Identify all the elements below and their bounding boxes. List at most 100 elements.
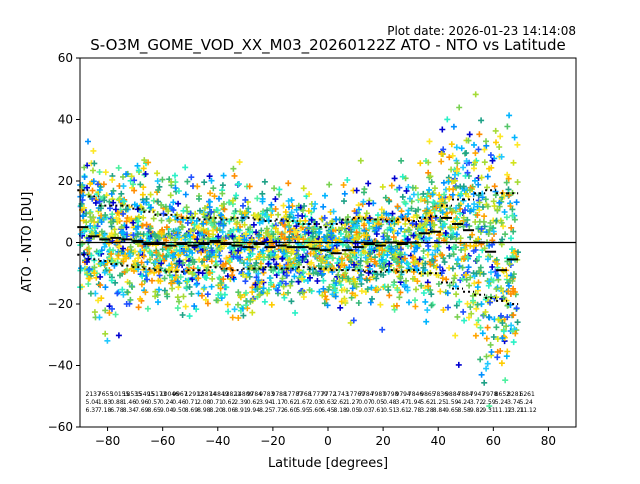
bin-annotation: 0.24 <box>160 399 174 406</box>
scatter-point <box>305 208 312 214</box>
bin-annotation: 8652 <box>495 391 510 398</box>
scatter-point <box>467 208 473 215</box>
scatter-point <box>454 313 461 320</box>
scatter-point <box>120 291 127 298</box>
scatter-point <box>397 275 404 282</box>
bin-annotation: 9.94 <box>247 407 261 414</box>
scatter-point <box>446 154 453 161</box>
scatter-point <box>402 221 409 227</box>
scatter-point <box>423 235 429 242</box>
scatter-point <box>355 234 362 241</box>
scatter-point <box>155 251 162 258</box>
scatter-point <box>241 236 248 243</box>
scatter-point <box>134 162 141 169</box>
scatter-point <box>207 190 214 197</box>
scatter-point <box>195 290 202 297</box>
scatter-point <box>306 261 313 268</box>
scatter-point <box>279 255 286 262</box>
scatter-point <box>476 207 483 214</box>
scatter-point <box>143 196 150 202</box>
scatter-point <box>453 205 460 211</box>
scatter-point <box>109 176 116 183</box>
scatter-point <box>431 185 438 192</box>
bin-annotation: 6261 <box>520 391 535 398</box>
scatter-point <box>193 306 200 313</box>
scatter-point <box>222 260 229 267</box>
scatter-point <box>478 225 485 232</box>
scatter-point <box>85 245 92 252</box>
scatter-point <box>438 270 445 277</box>
scatter-point <box>178 213 185 220</box>
scatter-point <box>85 281 92 287</box>
scatter-point <box>182 244 189 251</box>
scatter-point <box>110 187 117 194</box>
scatter-point <box>462 207 468 214</box>
scatter-point <box>494 260 501 267</box>
scatter-point <box>180 293 187 300</box>
scatter-point <box>143 245 150 252</box>
scatter-point <box>353 229 360 236</box>
scatter-point <box>393 302 400 309</box>
scatter-point <box>147 191 154 198</box>
scatter-point <box>320 203 327 210</box>
scatter-point <box>447 205 454 212</box>
scatter-point <box>199 236 206 243</box>
scatter-point <box>364 277 370 284</box>
scatter-point <box>326 181 333 188</box>
scatter-point <box>139 222 146 229</box>
scatter-point <box>405 243 411 249</box>
scatter-point <box>162 203 169 210</box>
scatter-point <box>481 213 488 220</box>
scatter-point <box>446 195 453 202</box>
y-tick-label: −60 <box>48 420 73 434</box>
scatter-point <box>167 233 174 240</box>
scatter-point <box>211 193 218 200</box>
scatter-point <box>264 290 271 297</box>
scatter-point <box>296 267 302 274</box>
scatter-point <box>155 187 162 193</box>
scatter-point <box>491 183 498 190</box>
bin-annotation: 1.46 <box>123 399 137 406</box>
scatter-point <box>128 173 135 180</box>
scatter-point <box>260 247 266 254</box>
scatter-point <box>487 341 494 348</box>
scatter-point <box>465 137 472 144</box>
scatter-point <box>477 324 484 331</box>
scatter-point <box>264 207 271 214</box>
bin-annotation: 9967 <box>172 391 187 398</box>
scatter-point <box>495 272 501 279</box>
scatter-point <box>481 159 488 166</box>
scatter-point <box>321 289 328 296</box>
scatter-point <box>144 231 151 238</box>
scatter-point <box>431 207 438 214</box>
scatter-point <box>440 255 447 262</box>
scatter-point <box>243 298 250 304</box>
scatter-point <box>310 270 317 277</box>
scatter-point <box>467 187 473 194</box>
scatter-point <box>96 249 103 256</box>
scatter-point <box>422 298 429 305</box>
scatter-point <box>476 199 483 206</box>
bin-annotation: 17769 <box>346 391 365 398</box>
bin-annotation: 5.04 <box>86 399 100 406</box>
scatter-point <box>472 159 478 166</box>
scatter-point <box>135 218 142 225</box>
scatter-point <box>510 312 517 319</box>
scatter-point <box>460 223 467 230</box>
scatter-point <box>166 218 173 224</box>
bin-annotation: 8.84 <box>433 407 447 414</box>
bin-annotation: 1.94 <box>408 399 422 406</box>
scatter-point <box>320 277 327 284</box>
scatter-point <box>439 275 446 282</box>
scatter-point <box>432 243 439 250</box>
scatter-point <box>85 267 92 273</box>
scatter-point <box>486 314 493 321</box>
y-axis-label: ATO - NTO [DU] <box>20 192 35 293</box>
scatter-point <box>130 181 137 188</box>
scatter-point <box>256 253 263 260</box>
scatter-point <box>172 185 179 191</box>
scatter-point <box>231 210 238 217</box>
scatter-point <box>454 215 460 222</box>
scatter-point <box>216 252 223 259</box>
scatter-point <box>453 302 460 309</box>
